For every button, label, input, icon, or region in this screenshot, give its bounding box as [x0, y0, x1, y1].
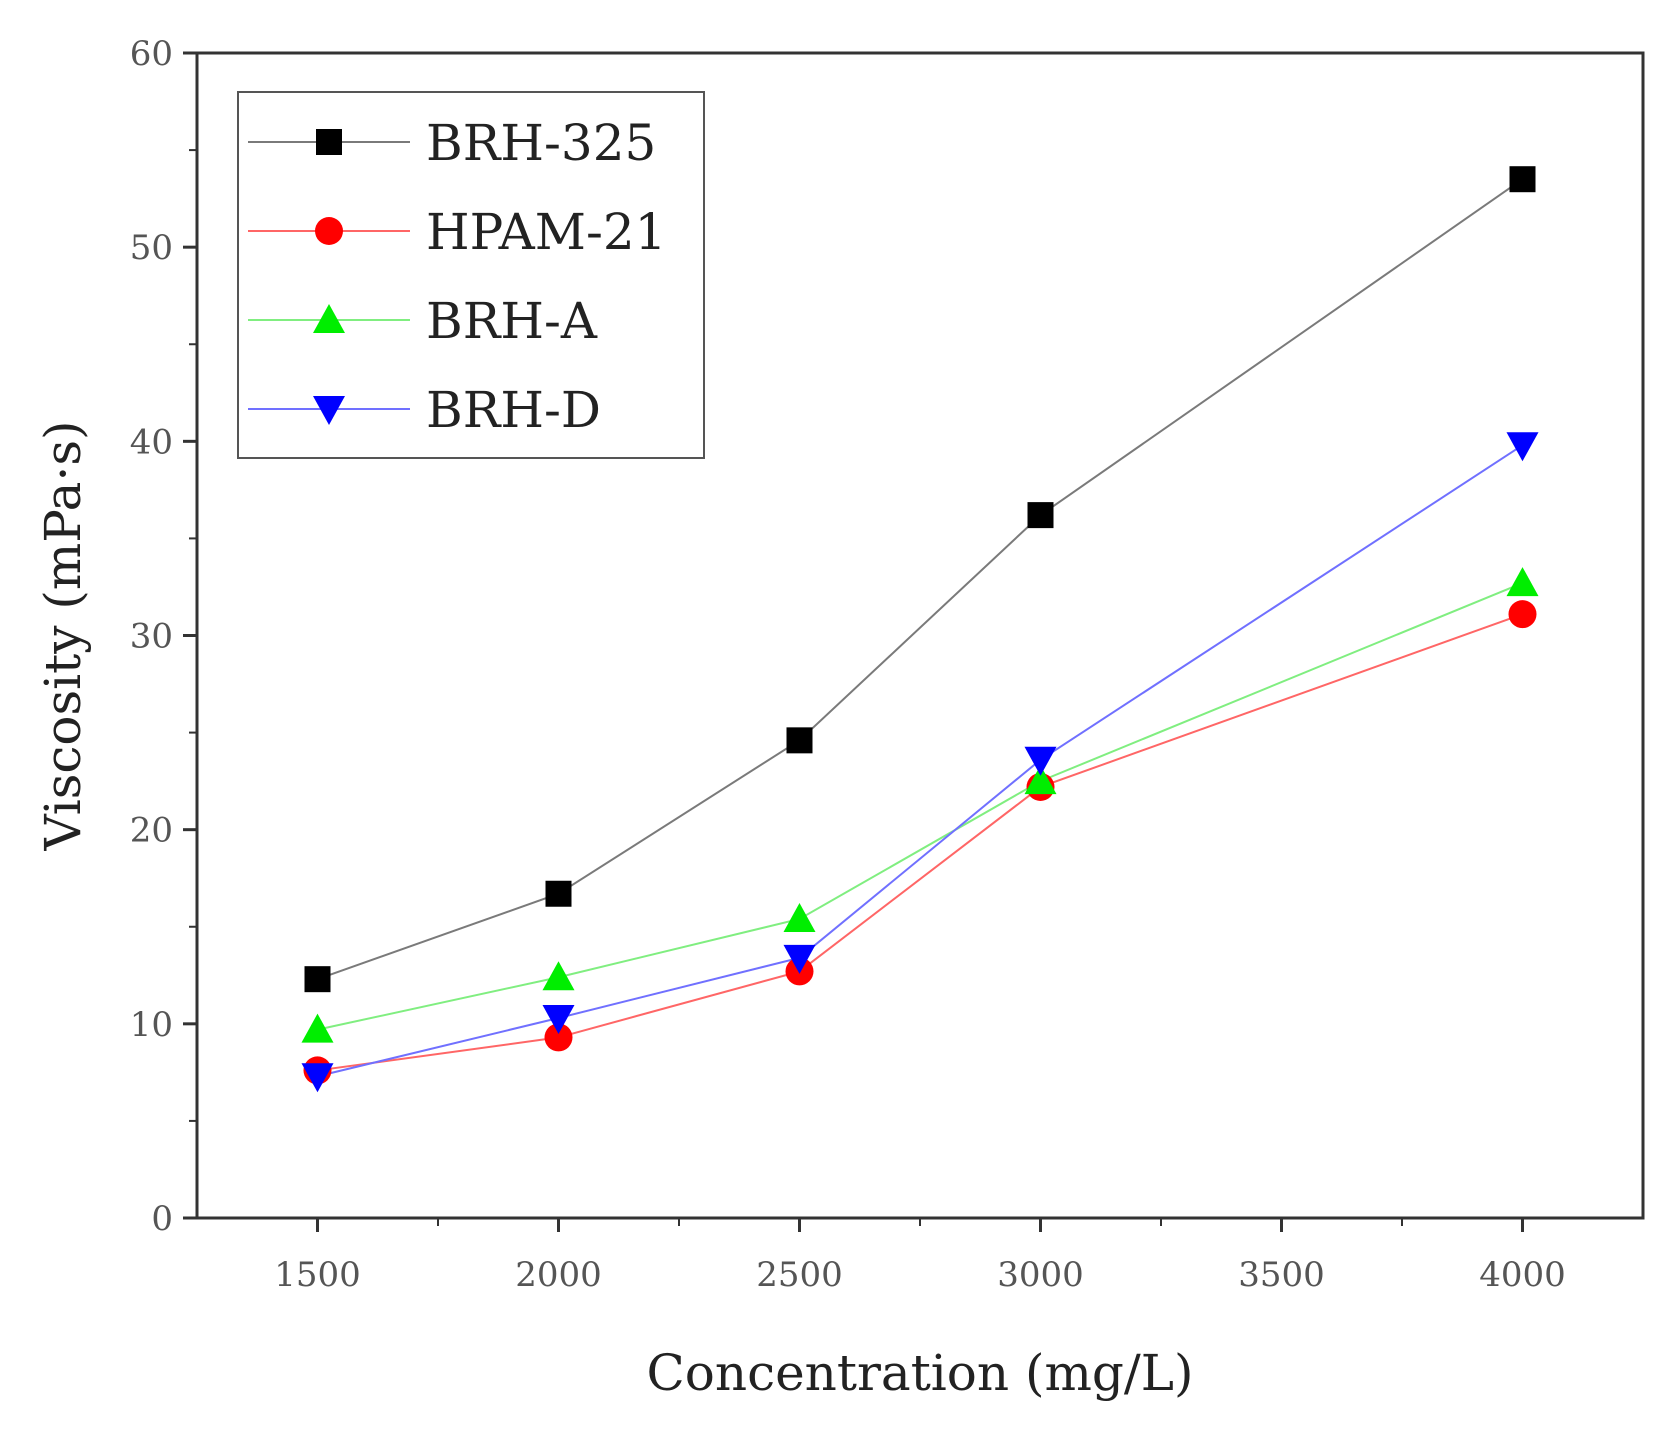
- y-axis-title: Viscosity (mPa·s): [34, 420, 92, 851]
- legend-label: HPAM-21: [426, 203, 666, 261]
- series-line-4: [317, 444, 1524, 1078]
- legend-label: BRH-A: [426, 292, 598, 350]
- x-tick-label: 4000: [1479, 1255, 1566, 1295]
- series-4-point: [1506, 432, 1539, 462]
- x-tick-label: 1500: [274, 1255, 361, 1295]
- series-1-point: [1509, 166, 1536, 193]
- series-line-3: [317, 582, 1523, 1031]
- y-tick-label: 0: [151, 1199, 173, 1239]
- x-axis-title: Concentration (mg/L): [647, 1344, 1194, 1402]
- series-1-point: [786, 727, 813, 754]
- x-tick-label: 3500: [1238, 1255, 1325, 1295]
- legend-label: BRH-325: [426, 114, 656, 172]
- series-layer: [301, 166, 1539, 1093]
- legend-marker: [313, 304, 345, 333]
- legend-label: BRH-D: [426, 381, 601, 439]
- x-axis-ticks: 1500 2000 2500 3000 3500 4000: [274, 1218, 1566, 1295]
- series-line-2: [317, 613, 1523, 1072]
- series-4-point: [783, 944, 816, 974]
- series-3-point: [542, 961, 575, 991]
- series-1-point: [545, 880, 572, 907]
- legend-marker: [315, 217, 343, 245]
- series-1-point: [1027, 502, 1054, 529]
- series-2-point: [544, 1023, 573, 1052]
- legend-marker: [316, 129, 342, 155]
- series-4-point: [1024, 746, 1057, 776]
- legend-marker: [313, 396, 345, 425]
- y-tick-label: 30: [130, 617, 173, 657]
- y-tick-label: 20: [130, 811, 173, 851]
- y-axis-ticks: 0 10 20 30 40 50 60: [130, 34, 197, 1239]
- y-tick-label: 50: [130, 228, 173, 268]
- series-1-point: [304, 966, 331, 993]
- x-tick-label: 3000: [997, 1255, 1084, 1295]
- series-3-point: [1024, 765, 1057, 795]
- y-tick-label: 60: [130, 34, 173, 74]
- x-tick-label: 2500: [756, 1255, 843, 1295]
- y-tick-label: 10: [130, 1005, 173, 1045]
- series-4-point: [301, 1063, 334, 1093]
- series-3-point: [783, 902, 816, 932]
- series-2-point: [1508, 600, 1537, 629]
- series-3-point: [1506, 567, 1539, 597]
- legend: BRH-325 HPAM-21 BRH-A BRH-D: [237, 91, 705, 459]
- y-tick-label: 40: [130, 422, 173, 462]
- x-tick-label: 2000: [515, 1255, 602, 1295]
- series-4-point: [542, 1005, 575, 1035]
- series-3-point: [301, 1013, 334, 1043]
